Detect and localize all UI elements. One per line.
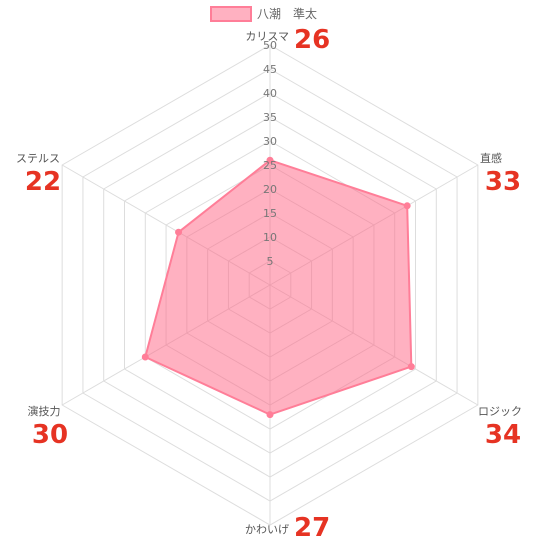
tick-label-30: 30 <box>263 135 277 148</box>
value-label-5: 22 <box>25 167 61 197</box>
data-point-2 <box>407 363 415 371</box>
value-label-1: 33 <box>485 167 521 197</box>
tick-label-5: 5 <box>267 255 274 268</box>
axis-labels: カリスマ 26 直感 33 ロジック 34 かわいげ 27 演技力 30 ステルス 22 <box>16 25 522 540</box>
data-point-1 <box>403 202 411 210</box>
legend-swatch <box>210 6 252 22</box>
axis-label-3: かわいげ <box>245 523 289 536</box>
radar-series <box>141 156 415 419</box>
data-point-5 <box>175 228 183 236</box>
tick-label-40: 40 <box>263 87 277 100</box>
value-label-3: 27 <box>294 513 330 540</box>
series-area <box>144 159 413 416</box>
tick-label-35: 35 <box>263 111 277 124</box>
legend[interactable]: 八潮 準太 <box>210 6 317 22</box>
legend-label: 八潮 準太 <box>257 6 317 21</box>
axis-label-0: カリスマ <box>245 30 289 43</box>
tick-label-50: 50 <box>263 39 277 52</box>
value-label-0: 26 <box>294 25 330 55</box>
data-point-0 <box>266 156 274 164</box>
tick-label-45: 45 <box>263 63 277 76</box>
tick-label-25: 25 <box>263 159 277 172</box>
value-label-2: 34 <box>485 420 521 450</box>
radial-tick-labels: 5 10 15 20 25 30 35 40 45 50 <box>263 39 277 268</box>
data-point-3 <box>266 411 274 419</box>
axis-label-2: ロジック <box>478 405 522 418</box>
value-label-4: 30 <box>32 420 68 450</box>
axis-label-1: 直感 <box>480 151 502 165</box>
axis-label-5: ステルス <box>16 152 60 165</box>
tick-label-15: 15 <box>263 207 277 220</box>
tick-label-10: 10 <box>263 231 277 244</box>
tick-label-20: 20 <box>263 183 277 196</box>
axis-label-4: 演技力 <box>28 404 61 418</box>
data-point-4 <box>141 353 149 361</box>
